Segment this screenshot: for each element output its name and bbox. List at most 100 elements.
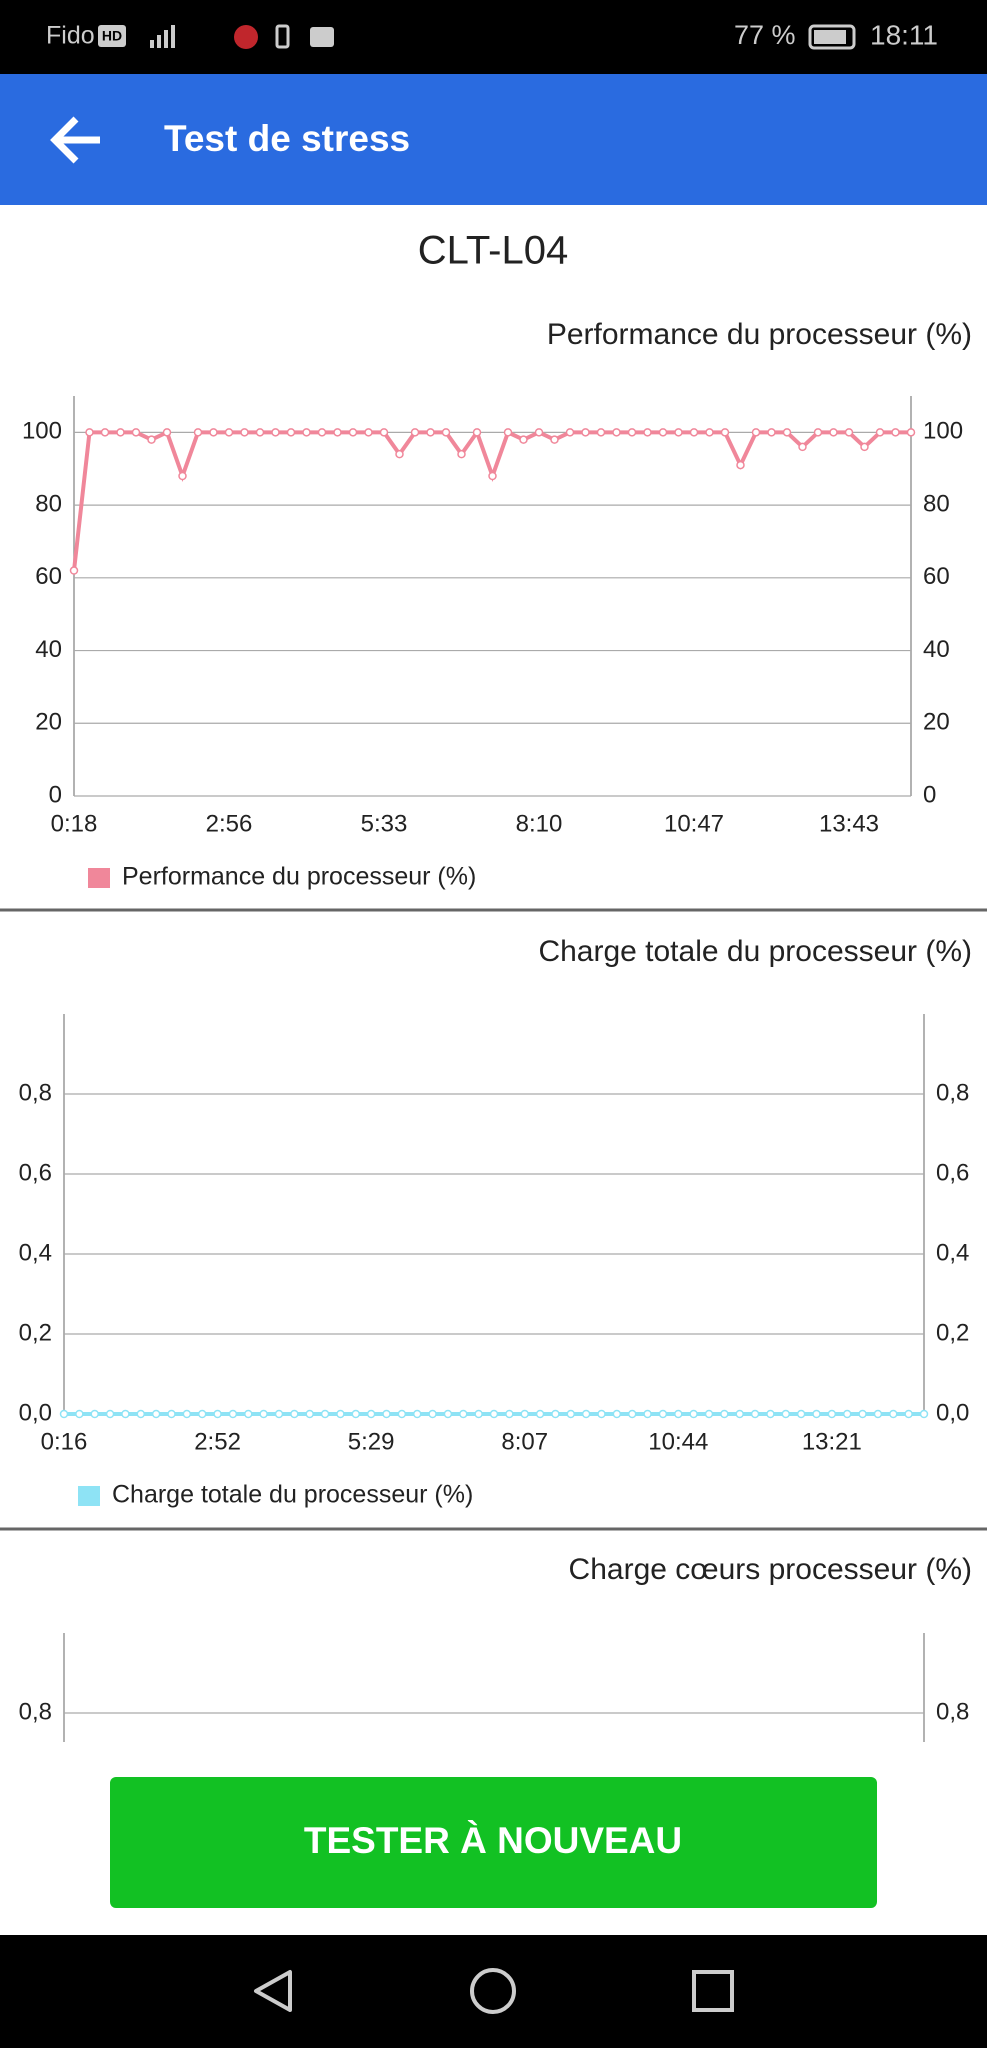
point [457,449,466,459]
point [689,428,699,437]
nav-recent[interactable] [692,1970,734,2012]
point [519,435,528,444]
app-title: Test de stress [164,118,410,159]
chart-title: Charge totale du processeur (%) [538,935,972,968]
point [720,1409,729,1419]
nav-home[interactable] [470,1968,516,2014]
x-tick-label: 2:56 [206,810,253,837]
point [182,1409,192,1419]
point [643,1409,652,1419]
point [333,428,342,437]
x-tick-label: 10:44 [648,1428,708,1455]
point [286,428,296,437]
x-tick-label: 8:10 [516,810,563,837]
point [904,1409,913,1419]
point [317,428,327,437]
y-tick-label: 0,4 [19,1239,52,1266]
point [766,1409,775,1419]
point [443,1409,453,1419]
point [178,471,187,481]
point [658,428,668,437]
point [873,1409,883,1419]
app-icon [234,25,258,49]
point [597,1409,606,1419]
y2-tick-label: 80 [923,490,950,517]
signal-icon [150,25,175,48]
point [224,428,234,437]
x-tick-label: 8:07 [501,1428,548,1455]
point [720,428,730,437]
point [906,428,916,437]
point [90,1409,99,1419]
point [121,1409,130,1419]
point [891,428,900,437]
point [244,1409,253,1419]
y-tick-label: 20 [35,709,62,736]
point [827,1409,837,1419]
point [147,435,156,444]
point [750,1409,760,1419]
battery-icon [808,24,856,50]
point [410,428,420,437]
back-button[interactable] [50,116,100,164]
point [875,428,885,437]
point [489,1409,499,1419]
y-tick-label: 0,8 [19,1698,52,1725]
x-tick-label: 2:52 [194,1428,241,1455]
y-tick-label: 0,0 [19,1399,52,1426]
point [209,428,218,437]
y2-tick-label: 40 [923,636,950,663]
point [428,1409,437,1419]
point [290,1409,299,1419]
legend-swatch [88,868,110,888]
retest-button[interactable] [110,1777,877,1908]
point [105,1409,115,1419]
y2-tick-label: 0,2 [936,1319,969,1346]
point [472,428,482,437]
point [612,428,621,437]
y-tick-label: 0,2 [19,1319,52,1346]
x-tick-label: 0:18 [51,810,98,837]
point [889,1409,898,1419]
point [551,1409,560,1419]
point [781,1409,791,1419]
point [860,442,869,452]
point [796,1409,806,1419]
point [305,1409,314,1419]
point [213,1409,222,1419]
device-name: CLT-L04 [418,229,568,273]
nav-back[interactable] [254,1970,292,2012]
hd-badge: HD [102,28,122,44]
point [136,1409,146,1419]
point [382,1409,391,1419]
point [69,566,79,575]
point [397,1409,407,1419]
point [581,428,590,437]
point [812,1409,821,1419]
y2-tick-label: 0,4 [936,1239,969,1266]
legend-label: Performance du processeur (%) [122,863,476,891]
y-tick-label: 60 [35,563,62,590]
nav-bar [0,1935,987,2048]
point [259,1409,268,1419]
y2-tick-label: 20 [923,709,950,736]
point [919,1409,929,1419]
point [627,428,637,437]
point [59,1409,69,1419]
msg-icon [310,27,334,47]
point [320,1409,330,1419]
phone-icon [275,24,290,49]
point [240,428,249,437]
x-tick-label: 13:21 [802,1428,862,1455]
point [271,428,280,437]
point [412,1409,422,1419]
chart: 0 0 20 20 40 40 60 60 80 80 100 100 0:18 2:56 5:33 8:10… [22,396,963,891]
y2-tick-label: 60 [923,563,950,590]
point [426,428,435,437]
point [858,1409,867,1419]
point [735,1409,744,1419]
point [274,1409,284,1419]
point [379,428,389,437]
point [842,1409,852,1419]
